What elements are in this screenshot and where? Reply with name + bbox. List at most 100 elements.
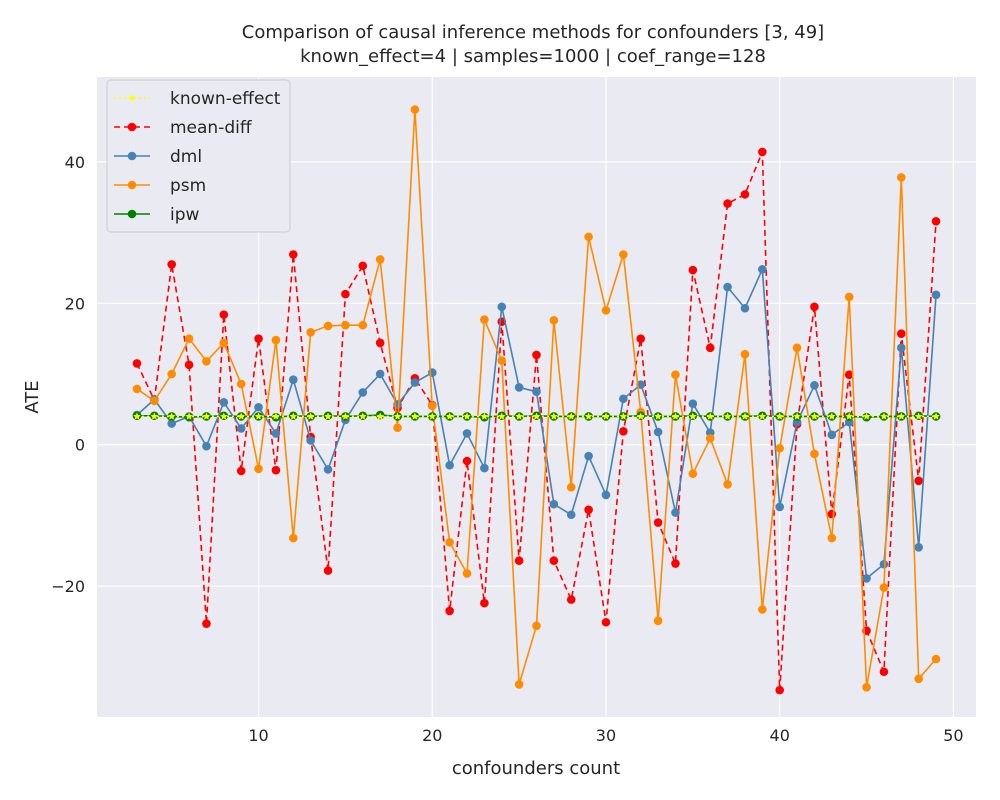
data-point-known-effect [758, 412, 767, 420]
data-point-mean-diff [705, 343, 715, 353]
data-point-known-effect [167, 412, 176, 420]
data-point-mean-diff [775, 685, 785, 695]
data-point-known-effect [376, 412, 384, 420]
data-point-psm [375, 255, 385, 264]
data-point-psm [410, 105, 420, 114]
data-point-known-effect [306, 412, 315, 420]
data-point-known-effect [463, 412, 471, 420]
data-point-psm [862, 682, 871, 692]
data-point-psm [236, 379, 246, 389]
series-psm [132, 105, 941, 692]
data-point-psm [619, 250, 628, 259]
legend-item-dml: dml [114, 147, 202, 167]
data-point-known-effect [689, 412, 697, 420]
data-point-mean-diff [323, 566, 333, 575]
data-point-dml [306, 436, 315, 445]
data-point-psm [514, 680, 524, 689]
data-point-dml [375, 369, 385, 379]
data-point-known-effect [741, 412, 749, 420]
data-point-mean-diff [167, 260, 176, 269]
data-point-psm [497, 356, 507, 365]
data-point-mean-diff [584, 505, 593, 515]
legend-item-known-effect: known-effect [114, 89, 281, 109]
data-point-mean-diff [288, 250, 298, 259]
x-tick-label: 30 [596, 726, 616, 745]
data-point-psm [288, 533, 298, 543]
data-point-dml [931, 290, 941, 300]
data-point-dml [758, 265, 767, 274]
data-point-dml [167, 419, 176, 428]
data-point-psm [549, 315, 559, 325]
series-known-effect [133, 412, 940, 420]
data-point-known-effect [480, 412, 489, 420]
data-point-known-effect [202, 412, 211, 420]
y-tick-label: 40 [65, 153, 85, 172]
data-point-dml [323, 465, 333, 474]
data-point-dml [480, 463, 489, 473]
data-point-known-effect [567, 412, 576, 420]
data-point-mean-diff [236, 466, 246, 476]
data-point-dml [514, 383, 524, 392]
data-point-mean-diff [897, 329, 906, 339]
data-point-dml [254, 402, 263, 412]
legend-label: mean-diff [170, 118, 253, 138]
data-point-psm [532, 621, 541, 631]
data-point-dml [445, 460, 454, 470]
x-tick-label: 50 [943, 726, 963, 745]
data-point-known-effect [358, 412, 367, 420]
data-point-psm [254, 464, 263, 474]
data-point-dml [236, 424, 246, 433]
data-point-psm [271, 335, 281, 345]
data-point-dml [827, 430, 837, 440]
data-point-dml [862, 574, 871, 583]
data-point-dml [897, 343, 906, 353]
x-tick-label: 20 [422, 726, 442, 745]
data-point-psm [758, 605, 767, 614]
data-point-psm [132, 384, 142, 394]
data-point-psm [844, 292, 854, 302]
data-point-known-effect [706, 412, 715, 420]
data-point-psm [150, 396, 159, 406]
data-point-known-effect [654, 412, 662, 420]
data-point-known-effect [497, 412, 506, 420]
data-point-mean-diff [619, 426, 628, 436]
chart-title-line-1: Comparison of causal inference methods f… [242, 22, 824, 43]
legend-swatch-marker [127, 151, 137, 161]
data-point-psm [723, 480, 732, 489]
data-point-mean-diff [688, 265, 698, 275]
data-point-dml [740, 303, 750, 313]
data-point-known-effect [723, 412, 732, 420]
data-point-known-effect [411, 412, 419, 420]
data-point-dml [427, 368, 437, 377]
data-point-known-effect [845, 412, 853, 420]
data-point-known-effect [828, 412, 836, 420]
data-point-known-effect [515, 412, 523, 420]
legend-label: dml [170, 147, 202, 167]
data-point-known-effect [532, 412, 541, 420]
data-point-dml [497, 302, 507, 312]
data-point-dml [288, 375, 298, 384]
y-tick-label: 20 [65, 294, 85, 313]
data-point-dml [619, 394, 628, 404]
data-point-known-effect [220, 412, 228, 420]
data-point-known-effect [254, 412, 263, 420]
data-point-psm [601, 306, 611, 315]
legend-box [106, 79, 291, 233]
data-point-mean-diff [445, 606, 454, 616]
data-point-known-effect [793, 412, 801, 420]
data-point-psm [341, 320, 350, 330]
y-axis-label: ATE [22, 380, 43, 413]
data-point-psm [740, 349, 750, 359]
data-point-known-effect [237, 412, 245, 420]
data-point-known-effect [428, 412, 437, 420]
data-point-known-effect [445, 412, 454, 420]
grid [97, 77, 976, 717]
data-point-mean-diff [810, 302, 819, 312]
data-point-known-effect [272, 412, 280, 420]
data-point-psm [879, 583, 889, 592]
chart-title-line-2: known_effect=4 | samples=1000 | coef_ran… [300, 46, 766, 67]
data-point-known-effect [897, 412, 906, 420]
data-point-mean-diff [653, 518, 663, 527]
data-point-mean-diff [636, 334, 646, 343]
